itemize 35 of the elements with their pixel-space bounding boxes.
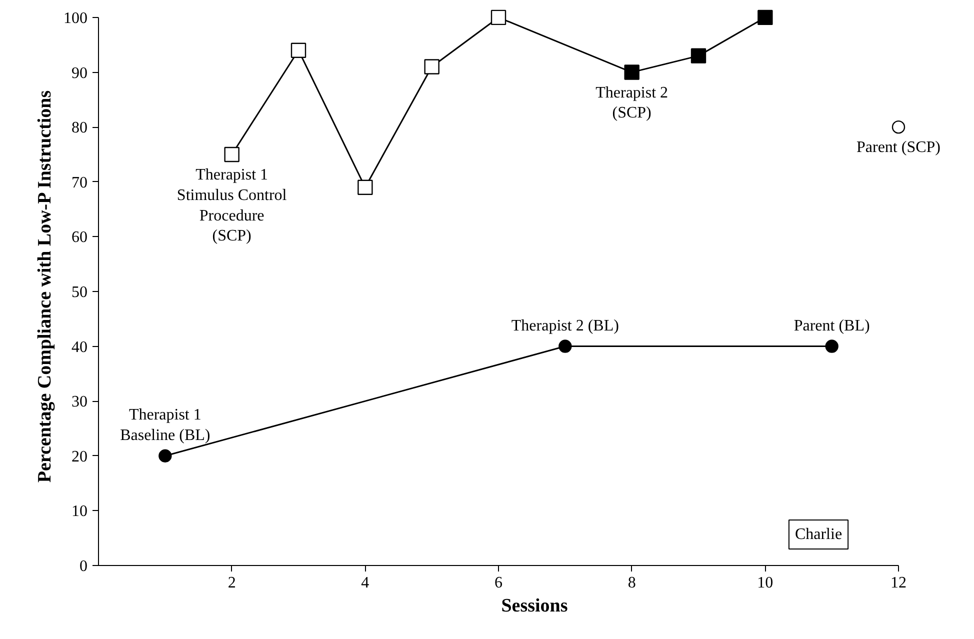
y-tick-label: 70	[72, 174, 88, 192]
y-tick-label: 80	[72, 120, 88, 137]
y-tick-label: 50	[72, 284, 88, 301]
point	[825, 340, 838, 353]
x-tick-label: 8	[628, 574, 636, 592]
y-tick-label: 100	[64, 10, 88, 27]
point	[224, 146, 240, 162]
point	[424, 59, 440, 74]
point	[290, 42, 306, 58]
x-tick-label: 10	[757, 574, 774, 592]
annotation: Therapist 1 Baseline (BL)	[120, 406, 210, 444]
annotation: Therapist 2 (SCP)	[596, 84, 668, 122]
x-axis-title: Sessions	[501, 596, 568, 616]
annotation: Therapist 2 (BL)	[511, 317, 619, 334]
annotation: Parent (BL)	[794, 317, 870, 334]
x-tick-label: 12	[890, 574, 906, 592]
y-tick-label: 0	[80, 558, 88, 575]
x-tick-label: 6	[494, 574, 502, 592]
y-tick-label: 30	[72, 394, 88, 411]
point	[558, 340, 572, 353]
point	[358, 180, 373, 195]
annotation: Charlie	[794, 526, 842, 544]
x-tick-label: 4	[361, 574, 370, 592]
y-tick-label: 40	[72, 338, 88, 356]
annotation: Parent (SCP)	[856, 139, 940, 156]
y-tick-label: 20	[72, 448, 88, 466]
x-tick-label: 2	[228, 574, 236, 592]
point	[158, 449, 172, 462]
y-tick-label: 10	[72, 503, 88, 520]
y-axis-title: Percentage Compliance with Low-P Instructions	[34, 90, 56, 483]
point	[490, 10, 506, 26]
y-tick-label: 60	[72, 229, 88, 246]
point	[892, 120, 906, 134]
y-tick-label: 90	[72, 64, 88, 82]
annotation: Therapist 1 Stimulus Control Procedure (SCP)	[176, 166, 288, 245]
